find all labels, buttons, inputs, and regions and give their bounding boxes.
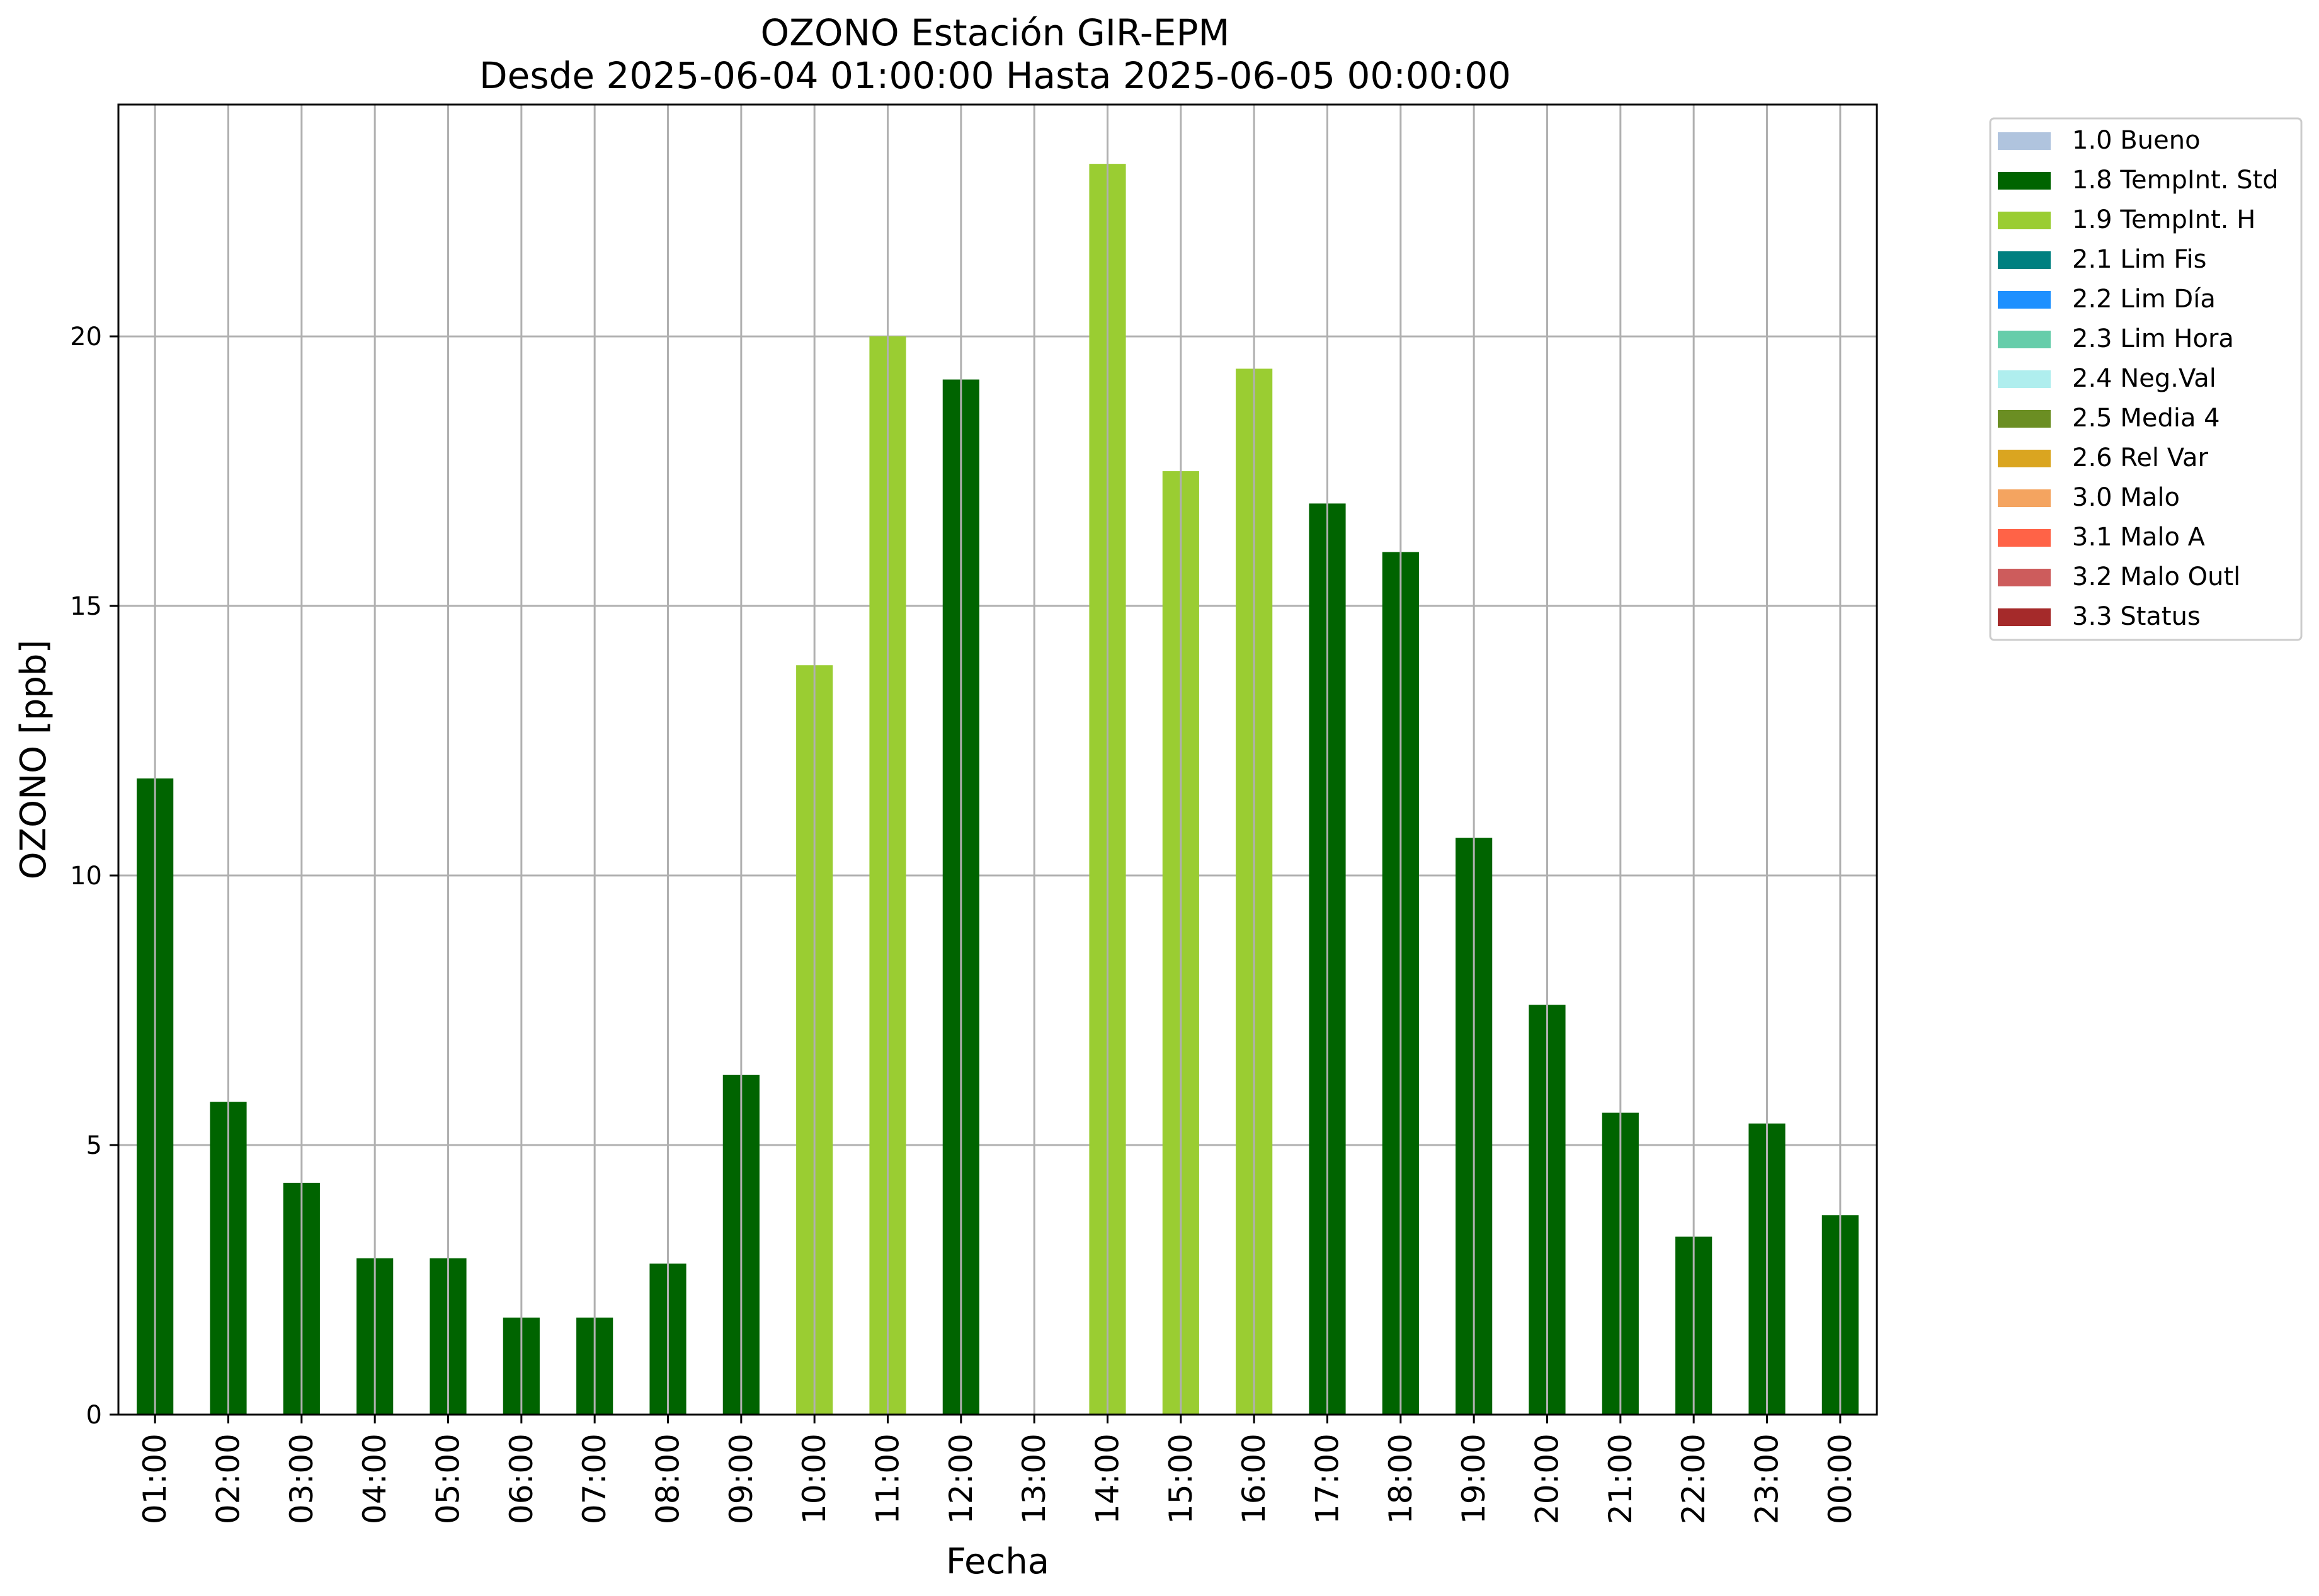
x-tick-label: 10:00 xyxy=(796,1434,833,1524)
x-tick-label: 09:00 xyxy=(723,1434,760,1524)
legend-swatch xyxy=(1998,410,2051,428)
legend-label: 3.0 Malo xyxy=(2072,483,2180,512)
y-tick-label: 20 xyxy=(70,322,102,351)
x-tick-label: 01:00 xyxy=(137,1434,173,1524)
legend-label: 1.9 TempInt. H xyxy=(2072,205,2255,234)
legend-label: 3.1 Malo A xyxy=(2072,523,2206,552)
y-tick-label: 10 xyxy=(70,862,102,891)
x-tick-label: 08:00 xyxy=(650,1434,687,1524)
legend-swatch xyxy=(1998,291,2051,309)
y-axis-ticks: 0 5 10 15 20 xyxy=(70,322,118,1430)
legend-frame xyxy=(1989,117,2303,641)
legend-swatch xyxy=(1998,569,2051,586)
legend-swatch xyxy=(1998,450,2051,467)
legend-label: 2.5 Media 4 xyxy=(2072,404,2220,433)
x-tick-label: 07:00 xyxy=(576,1434,613,1524)
x-tick-label: 04:00 xyxy=(356,1434,393,1524)
vertical-grid-lines xyxy=(154,105,1842,1415)
legend-swatch xyxy=(1998,370,2051,388)
legend-label: 1.8 TempInt. Std xyxy=(2072,166,2279,195)
x-tick-label: 18:00 xyxy=(1382,1434,1419,1524)
chart-title: OZONO Estación GIR-EPM xyxy=(761,11,1230,54)
legend-label: 2.3 Lim Hora xyxy=(2072,324,2234,353)
x-axis-label: Fecha xyxy=(946,1541,1049,1582)
x-tick-label: 16:00 xyxy=(1236,1434,1272,1524)
x-tick-label: 03:00 xyxy=(283,1434,320,1524)
legend-label: 2.1 Lim Fis xyxy=(2072,245,2206,274)
x-tick-label: 15:00 xyxy=(1163,1434,1199,1524)
x-tick-label: 20:00 xyxy=(1529,1434,1566,1524)
legend-swatch xyxy=(1998,251,2051,269)
chart-subtitle: Desde 2025-06-04 01:00:00 Hasta 2025-06-… xyxy=(479,54,1511,97)
x-tick-label: 22:00 xyxy=(1675,1434,1712,1524)
x-tick-label: 17:00 xyxy=(1309,1434,1346,1524)
legend-swatch xyxy=(1998,172,2051,190)
plot-frame xyxy=(117,103,1878,1416)
x-tick-label: 06:00 xyxy=(503,1434,540,1524)
legend-swatch xyxy=(1998,212,2051,229)
x-tick-label: 14:00 xyxy=(1090,1434,1126,1524)
x-tick-label: 00:00 xyxy=(1822,1434,1859,1524)
legend-label: 2.2 Lim Día xyxy=(2072,285,2216,314)
x-axis-ticks: 01:00 02:00 03:00 04:00 05:00 06:00 07:00 08:00… xyxy=(137,1415,1859,1524)
legend-label: 3.2 Malo Outl xyxy=(2072,562,2240,591)
x-tick-label: 23:00 xyxy=(1749,1434,1786,1524)
legend-swatch xyxy=(1998,529,2051,547)
y-tick-label: 0 xyxy=(86,1401,102,1430)
y-tick-label: 5 xyxy=(86,1131,102,1160)
legend-label: 1.0 Bueno xyxy=(2072,126,2201,155)
legend-label: 2.6 Rel Var xyxy=(2072,443,2209,472)
legend-label: 2.4 Neg.Val xyxy=(2072,364,2216,393)
x-tick-label: 19:00 xyxy=(1456,1434,1492,1524)
legend-swatch xyxy=(1998,489,2051,507)
y-tick-label: 15 xyxy=(70,592,102,621)
x-tick-label: 02:00 xyxy=(210,1434,247,1524)
legend: 1.0 Bueno 1.8 TempInt. Std 1.9 TempInt. H 2… xyxy=(1989,117,2303,641)
legend-swatch xyxy=(1998,608,2051,626)
legend-swatch xyxy=(1998,331,2051,348)
legend-label: 3.3 Status xyxy=(2072,602,2201,631)
y-axis-label: OZONO [ppb] xyxy=(13,640,54,880)
x-tick-label: 21:00 xyxy=(1602,1434,1639,1524)
x-tick-label: 05:00 xyxy=(430,1434,467,1524)
x-tick-label: 12:00 xyxy=(943,1434,979,1524)
x-tick-label: 11:00 xyxy=(870,1434,906,1524)
x-tick-label: 13:00 xyxy=(1016,1434,1052,1524)
legend-swatch xyxy=(1998,132,2051,150)
